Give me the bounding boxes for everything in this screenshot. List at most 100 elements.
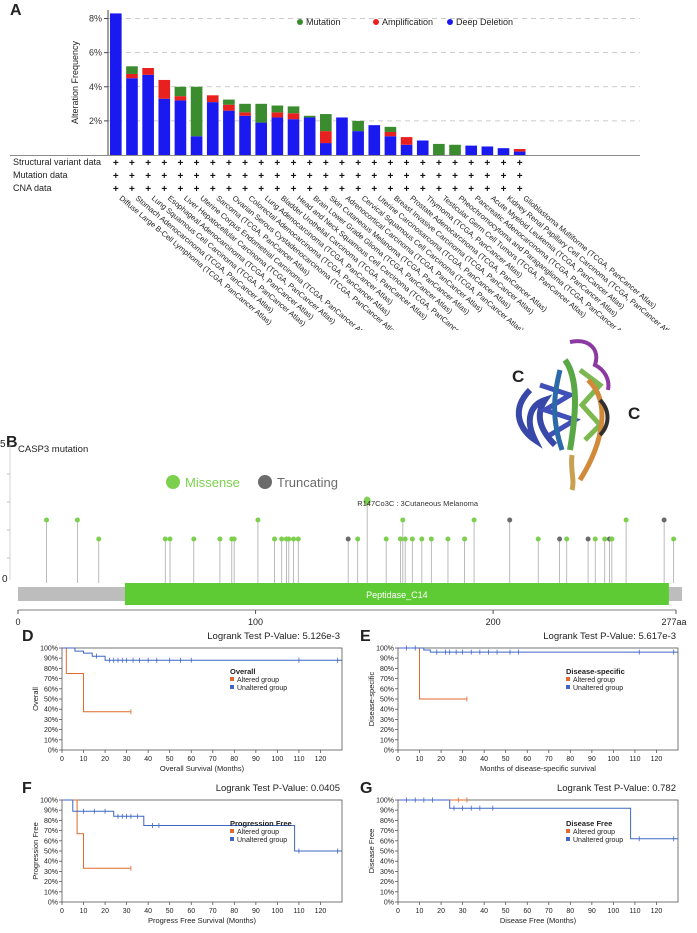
lollipop-head <box>409 536 415 542</box>
row-marker: + <box>274 158 280 169</box>
row-marker: + <box>291 184 297 195</box>
x-tick-label: 80 <box>230 756 238 763</box>
protein-structure-image <box>515 339 611 491</box>
bar-mutation <box>223 99 235 105</box>
x-tick-label: 110 <box>629 756 640 763</box>
y-tick-label: 60% <box>380 838 394 845</box>
row-marker: + <box>404 171 410 182</box>
bar-deep-deletion <box>303 117 316 155</box>
lollipop-head <box>623 517 629 523</box>
row-marker: + <box>113 184 119 195</box>
lollipop-head <box>355 536 361 542</box>
row-marker: + <box>388 184 394 195</box>
x-tick-label: 60 <box>187 908 195 915</box>
row-marker: + <box>339 184 345 195</box>
y-axis-label: Overall <box>31 687 40 711</box>
row-marker: + <box>404 184 410 195</box>
x-tick-label: 0 <box>15 617 20 627</box>
x-tick-label: 120 <box>315 908 327 915</box>
legend-title: Disease Free <box>566 819 612 828</box>
panel-label-d: D <box>22 628 34 645</box>
row-marker: + <box>113 158 119 169</box>
lollipop-head <box>535 536 541 542</box>
row-marker: + <box>210 171 216 182</box>
y-tick-label: 50% <box>380 849 394 856</box>
x-tick-label: 100 <box>608 908 620 915</box>
bar-deep-deletion <box>497 148 510 155</box>
x-tick-label: 30 <box>459 908 467 915</box>
km-curve-unaltered-group <box>62 799 342 852</box>
km-progression-free-survival: Logrank Test P-Value: 0.0405 0% 10% 20% 30% 4… <box>31 783 343 925</box>
lollipop-head <box>74 517 80 523</box>
panel-label-e: E <box>360 628 371 645</box>
lollipop-head <box>397 536 403 542</box>
y-tick-label: 40% <box>380 859 394 866</box>
x-tick-label: 90 <box>252 908 260 915</box>
bar-mutation <box>174 86 187 97</box>
row-marker: + <box>388 171 394 182</box>
row-marker: + <box>307 158 313 169</box>
row-marker: + <box>371 171 377 182</box>
x-tick-label: 30 <box>123 756 131 763</box>
y-tick-label: 8% <box>89 14 102 24</box>
x-tick-label: 10 <box>80 908 88 915</box>
legend-label: Missense <box>185 475 240 490</box>
legend-label: Altered group <box>573 677 615 684</box>
y-tick-label: 10% <box>44 889 58 896</box>
x-tick-label: 100 <box>272 908 284 915</box>
bar-deep-deletion <box>190 136 203 155</box>
bar-deep-deletion <box>320 143 332 155</box>
lollipop-head <box>671 536 677 542</box>
y-tick-label: 60% <box>44 838 58 845</box>
lollipop-head <box>428 536 434 542</box>
y-tick-label: 0% <box>48 900 58 907</box>
bar-deep-deletion <box>400 144 413 155</box>
x-tick-label: 80 <box>566 908 574 915</box>
row-marker: + <box>161 184 167 195</box>
row-marker: + <box>501 171 507 182</box>
panel-label-f: F <box>22 780 32 797</box>
row-marker: + <box>420 158 426 169</box>
x-tick-label: 90 <box>252 756 260 763</box>
x-tick-label: 40 <box>480 908 488 915</box>
row-marker: + <box>194 184 200 195</box>
bar-deep-deletion <box>126 78 138 155</box>
row-marker: + <box>291 158 297 169</box>
row-marker: + <box>452 158 458 169</box>
bar-amplification <box>126 73 138 79</box>
km-curve-altered-group <box>398 647 467 700</box>
bar-amplification <box>142 68 154 75</box>
bar-amplification <box>513 149 526 152</box>
bar-amplification <box>271 112 284 118</box>
panel-label-g: G <box>360 780 373 797</box>
row-marker: + <box>436 184 442 195</box>
bar-mutation <box>126 66 138 74</box>
row-marker: + <box>420 184 426 195</box>
bar-deep-deletion <box>287 119 300 155</box>
protein-ribbon-blue <box>515 369 581 451</box>
km-curve-unaltered-group <box>62 647 342 661</box>
lollipop-head <box>295 536 301 542</box>
x-axis-label: Disease Free (Months) <box>500 916 577 925</box>
y-tick-label: 20% <box>380 879 394 886</box>
y-tick-label: 0% <box>384 748 394 755</box>
x-tick-label: 60 <box>523 756 531 763</box>
x-axis-label: Progress Free Survival (Months) <box>148 916 256 925</box>
row-marker: + <box>194 158 200 169</box>
row-marker: + <box>388 158 394 169</box>
row-marker: + <box>339 171 345 182</box>
y-tick-label: 50% <box>44 697 58 704</box>
y-tick-label: 2% <box>89 116 102 126</box>
lollipop-head <box>383 536 389 542</box>
legend-marker <box>566 685 570 689</box>
legend-label: Altered group <box>237 677 279 684</box>
hotspot-annotation: R147Co3C : 3Cutaneous Melanoma <box>357 499 479 508</box>
legend-marker <box>230 685 234 689</box>
row-marker: + <box>258 171 264 182</box>
row-marker: + <box>274 184 280 195</box>
bar-deep-deletion <box>368 125 381 155</box>
x-tick-label: 120 <box>651 756 663 763</box>
structure-label-c1: C <box>512 367 525 386</box>
x-tick-label: 40 <box>144 908 152 915</box>
y-tick-label: 90% <box>380 808 394 815</box>
